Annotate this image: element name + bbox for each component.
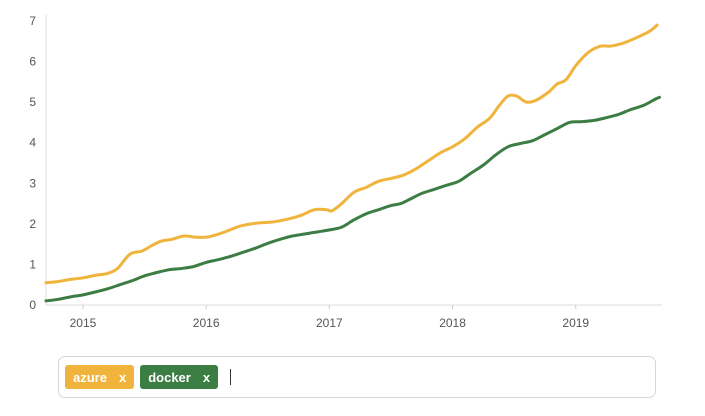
y-axis: 0 1 2 3 4 5 6 7 xyxy=(29,14,47,312)
tag-docker-label: docker xyxy=(148,369,191,385)
y-tick-label: 2 xyxy=(29,217,36,231)
y-tick-label: 4 xyxy=(29,136,36,150)
line-chart: 0 1 2 3 4 5 6 7 2015 2016 2017 2018 2019 xyxy=(29,14,662,330)
x-tick-label: 2015 xyxy=(70,316,97,330)
y-tick-label: 3 xyxy=(29,176,36,190)
tag-azure-remove-button[interactable]: x xyxy=(118,369,127,385)
series-line-azure xyxy=(44,23,659,285)
y-tick-label: 7 xyxy=(29,14,36,28)
y-tick-label: 0 xyxy=(29,298,36,312)
text-cursor[interactable] xyxy=(230,369,232,385)
y-tick-label: 5 xyxy=(29,95,36,109)
tag-input-box[interactable]: azure x docker x xyxy=(58,356,656,398)
x-tick-label: 2018 xyxy=(439,316,466,330)
tag-azure-label: azure xyxy=(73,369,107,385)
x-tick-label: 2019 xyxy=(562,316,589,330)
x-tick-label: 2017 xyxy=(316,316,343,330)
tag-azure[interactable]: azure x xyxy=(65,365,135,389)
y-tick-label: 1 xyxy=(29,257,36,271)
tag-docker[interactable]: docker x xyxy=(140,365,219,389)
tag-docker-remove-button[interactable]: x xyxy=(202,369,211,385)
x-axis: 2015 2016 2017 2018 2019 xyxy=(46,304,662,330)
y-tick-label: 6 xyxy=(29,55,36,69)
x-tick-label: 2016 xyxy=(193,316,220,330)
series-line-docker xyxy=(44,95,661,303)
series-layer xyxy=(44,23,661,303)
